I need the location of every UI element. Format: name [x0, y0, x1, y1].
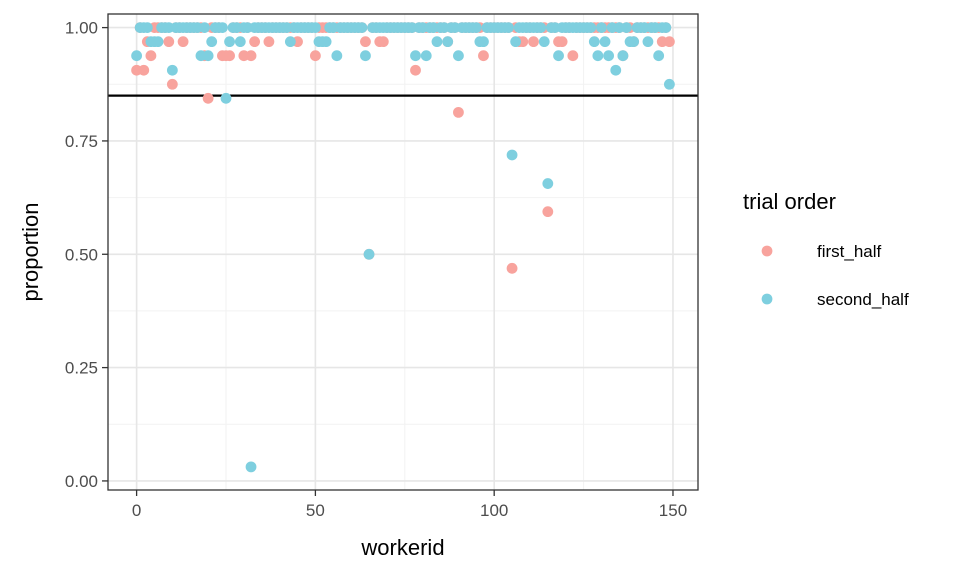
data-point-first_half	[377, 36, 389, 48]
data-point-second_half	[442, 36, 454, 48]
legend: trial order first_half second_half	[743, 189, 909, 309]
data-point-second_half	[202, 50, 214, 62]
legend-label-first_half: first_half	[817, 242, 882, 261]
data-point-first_half	[410, 64, 421, 76]
data-point-second_half	[453, 50, 464, 62]
data-point-second_half	[585, 22, 597, 33]
data-point-second_half	[360, 50, 371, 62]
data-point-second_half	[206, 36, 218, 48]
data-point-second_half	[506, 149, 518, 161]
data-point-second_half	[603, 50, 615, 62]
data-point-second_half	[478, 36, 489, 48]
data-point-second_half	[431, 36, 443, 48]
y-axis: 0.00 0.25 0.50 0.75 1.00	[65, 19, 108, 491]
data-point-second_half	[642, 36, 654, 48]
data-point-second_half	[599, 36, 611, 48]
data-point-second_half	[617, 50, 629, 62]
x-axis-title: workerid	[360, 535, 444, 560]
data-point-first_half	[506, 262, 518, 274]
data-point-second_half	[538, 36, 550, 48]
data-point-first_half	[263, 36, 275, 48]
data-point-second_half	[284, 36, 296, 48]
data-point-second_half	[628, 36, 640, 48]
y-axis-title: proportion	[18, 202, 43, 301]
legend-key-second_half	[761, 293, 773, 305]
data-point-second_half	[553, 50, 564, 62]
data-point-second_half	[588, 36, 600, 48]
data-point-second_half	[331, 50, 343, 62]
plot-panel-background	[108, 14, 698, 490]
data-point-second_half	[217, 22, 228, 33]
data-point-first_half	[663, 36, 675, 48]
data-point-second_half	[224, 36, 235, 48]
x-tick-label: 150	[659, 501, 687, 520]
data-point-second_half	[470, 22, 482, 33]
data-point-first_half	[478, 50, 489, 62]
data-point-first_half	[138, 64, 150, 76]
data-point-first_half	[163, 36, 175, 48]
data-point-second_half	[131, 50, 143, 62]
data-point-first_half	[145, 50, 157, 62]
data-point-second_half	[592, 50, 604, 62]
data-point-second_half	[420, 50, 432, 62]
data-point-second_half	[410, 50, 421, 62]
data-point-first_half	[309, 50, 321, 62]
data-point-first_half	[360, 36, 371, 48]
y-tick-label: 0.00	[65, 472, 98, 491]
data-point-first_half	[249, 36, 261, 48]
data-point-second_half	[663, 78, 675, 90]
data-point-second_half	[245, 461, 257, 473]
data-point-second_half	[596, 22, 607, 33]
panel-fill	[108, 14, 698, 490]
x-axis: 0 50 100 150	[132, 490, 687, 520]
data-point-first_half	[556, 36, 568, 48]
data-point-second_half	[363, 248, 375, 260]
data-point-second_half	[356, 22, 368, 33]
data-point-second_half	[320, 36, 332, 48]
panel-border-rect	[107, 13, 699, 491]
data-point-second_half	[309, 22, 321, 33]
data-point-first_half	[177, 36, 189, 48]
data-point-first_half	[567, 50, 579, 62]
y-tick-label: 0.25	[65, 359, 98, 378]
data-point-second_half	[621, 22, 632, 33]
legend-key-first_half	[761, 245, 773, 257]
legend-title: trial order	[743, 189, 836, 214]
data-point-second_half	[660, 22, 672, 33]
data-point-first_half	[453, 106, 464, 118]
legend-label-second_half: second_half	[817, 290, 909, 309]
data-point-second_half	[535, 22, 547, 33]
data-point-first_half	[224, 50, 235, 62]
x-tick-label: 50	[306, 501, 325, 520]
data-points	[131, 22, 675, 473]
data-point-second_half	[510, 36, 522, 48]
data-point-second_half	[141, 22, 153, 33]
data-point-second_half	[152, 36, 164, 48]
y-tick-label: 0.50	[65, 245, 98, 264]
data-point-second_half	[653, 50, 665, 62]
data-point-first_half	[166, 78, 178, 90]
legend-entries: first_half second_half	[761, 242, 909, 309]
data-point-second_half	[234, 36, 246, 48]
data-point-first_half	[528, 36, 539, 48]
y-tick-label: 0.75	[65, 132, 98, 151]
data-point-second_half	[542, 178, 554, 189]
data-point-first_half	[542, 206, 554, 218]
data-point-second_half	[199, 22, 210, 33]
y-tick-label: 1.00	[65, 19, 98, 38]
data-point-second_half	[220, 92, 232, 104]
x-tick-label: 0	[132, 501, 141, 520]
data-point-first_half	[202, 92, 214, 104]
x-tick-label: 100	[480, 501, 508, 520]
data-point-second_half	[503, 22, 514, 33]
data-point-second_half	[610, 64, 622, 76]
data-point-first_half	[245, 50, 257, 62]
data-point-second_half	[166, 64, 178, 76]
plot-panel-border	[107, 13, 699, 491]
